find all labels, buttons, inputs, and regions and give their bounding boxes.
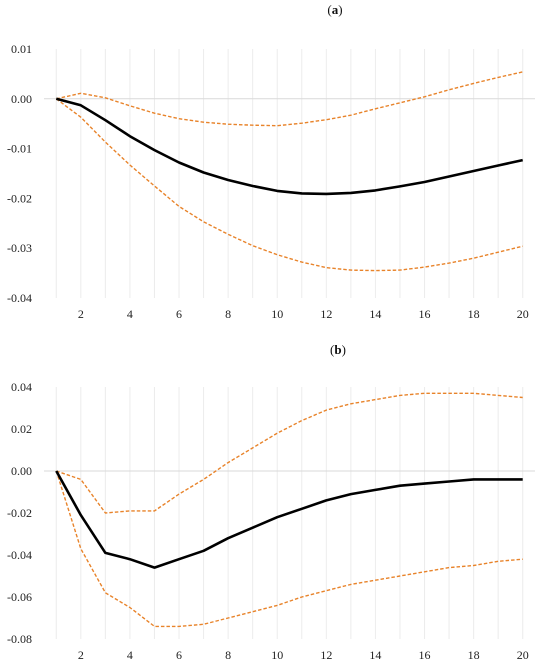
x-tick-label: 10 bbox=[271, 648, 283, 662]
y-tick-label: 0.01 bbox=[11, 42, 32, 56]
series-line-upper-band bbox=[56, 71, 523, 127]
x-tick-label: 16 bbox=[419, 648, 431, 662]
x-tick-label: 20 bbox=[517, 307, 529, 321]
x-tick-label: 12 bbox=[320, 307, 332, 321]
y-tick-label: -0.03 bbox=[7, 241, 32, 255]
y-tick-label: 0.00 bbox=[11, 464, 32, 478]
y-tick-label: -0.01 bbox=[7, 142, 32, 156]
x-tick-label: 18 bbox=[468, 307, 480, 321]
chart-panel-a: (a) 0.01 0.00 -0.01 -0.02 -0.03 -0.04 2 4 6 8 10 12… bbox=[7, 2, 535, 321]
y-tick-label: -0.08 bbox=[7, 632, 32, 646]
x-tick-label: 8 bbox=[225, 648, 231, 662]
y-tick-label: -0.02 bbox=[7, 191, 32, 205]
series-line-lower-band bbox=[55, 98, 523, 272]
x-tick-label: 14 bbox=[369, 648, 381, 662]
y-tick-label: -0.02 bbox=[7, 506, 32, 520]
y-tick-label: 0.04 bbox=[11, 380, 32, 394]
panel-label-a: (a) bbox=[327, 2, 342, 17]
x-tick-label: 2 bbox=[78, 307, 84, 321]
x-tick-label: 4 bbox=[127, 307, 133, 321]
x-tick-label: 4 bbox=[127, 648, 133, 662]
series-line-response bbox=[55, 97, 523, 196]
series-line-upper-band bbox=[56, 392, 523, 514]
y-tick-label: 0.02 bbox=[11, 422, 32, 436]
panel-label-b: (b) bbox=[330, 342, 346, 357]
x-tick-label: 2 bbox=[78, 648, 84, 662]
x-tick-label: 12 bbox=[320, 648, 332, 662]
y-tick-label: -0.06 bbox=[7, 590, 32, 604]
series-line-response bbox=[55, 470, 523, 569]
y-tick-label: -0.04 bbox=[7, 291, 32, 305]
x-tick-label: 14 bbox=[369, 307, 381, 321]
x-tick-label: 6 bbox=[176, 648, 182, 662]
series-line-lower-band bbox=[55, 470, 523, 628]
y-tick-label: 0.00 bbox=[11, 92, 32, 106]
x-tick-label: 20 bbox=[517, 648, 529, 662]
x-tick-label: 16 bbox=[419, 307, 431, 321]
x-tick-label: 10 bbox=[271, 307, 283, 321]
chart-panel-b: (b) 0.04 0.02 0.00 -0.02 -0.04 -0.06 -0.08 2 4 6 8… bbox=[7, 342, 535, 662]
x-tick-label: 6 bbox=[176, 307, 182, 321]
x-tick-label: 18 bbox=[468, 648, 480, 662]
y-tick-label: -0.04 bbox=[7, 548, 32, 562]
x-tick-label: 8 bbox=[225, 307, 231, 321]
